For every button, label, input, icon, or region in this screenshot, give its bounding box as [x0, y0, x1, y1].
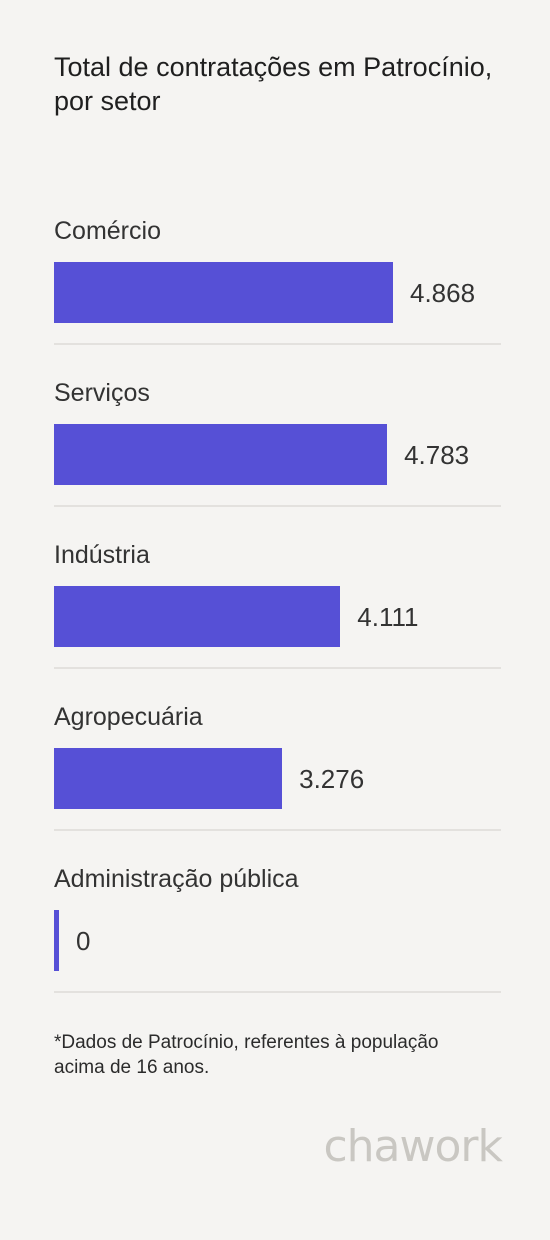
bar-value-label: 4.111 [357, 602, 419, 632]
row-divider [54, 343, 501, 345]
row-divider [54, 829, 501, 831]
bar [54, 910, 59, 971]
chawork-logo: chawork [323, 1121, 503, 1172]
bar-value-label: 4.868 [410, 278, 476, 308]
bar-value-label: 0 [76, 926, 91, 956]
bar [54, 262, 393, 323]
bar-value-label: 3.276 [299, 764, 365, 794]
bar-row: Agropecuária 3.276 [54, 686, 501, 848]
category-label: Administração pública [54, 865, 299, 893]
row-divider [54, 991, 501, 993]
category-label: Comércio [54, 217, 161, 245]
chart-title: Total de contratações em Patrocínio, por… [54, 52, 493, 116]
bar [54, 424, 388, 485]
bar-value-label: 4.783 [404, 440, 470, 470]
category-label: Serviços [54, 379, 150, 407]
category-label: Agropecuária [54, 703, 203, 731]
category-label: Indústria [54, 541, 150, 569]
bar-row: Administração pública 0 [54, 848, 501, 1010]
bar-row: Serviços 4.783 [54, 362, 501, 524]
footnote: *Dados de Patrocínio, referentes à popul… [54, 1032, 439, 1078]
row-divider [54, 667, 501, 669]
bar-row: Indústria 4.111 [54, 524, 501, 686]
row-divider [54, 505, 501, 507]
bar [54, 586, 341, 647]
bar-row: Comércio 4.868 [54, 200, 501, 362]
bar [54, 748, 283, 809]
